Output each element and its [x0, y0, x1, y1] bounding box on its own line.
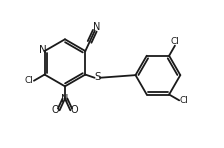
- Text: S: S: [94, 72, 101, 82]
- Text: O: O: [71, 105, 78, 115]
- Text: Cl: Cl: [171, 37, 180, 46]
- Text: N: N: [93, 22, 100, 32]
- Text: N: N: [39, 45, 47, 55]
- Text: N: N: [61, 94, 69, 104]
- Text: Cl: Cl: [25, 76, 33, 85]
- Text: O: O: [52, 105, 59, 115]
- Text: Cl: Cl: [180, 96, 189, 105]
